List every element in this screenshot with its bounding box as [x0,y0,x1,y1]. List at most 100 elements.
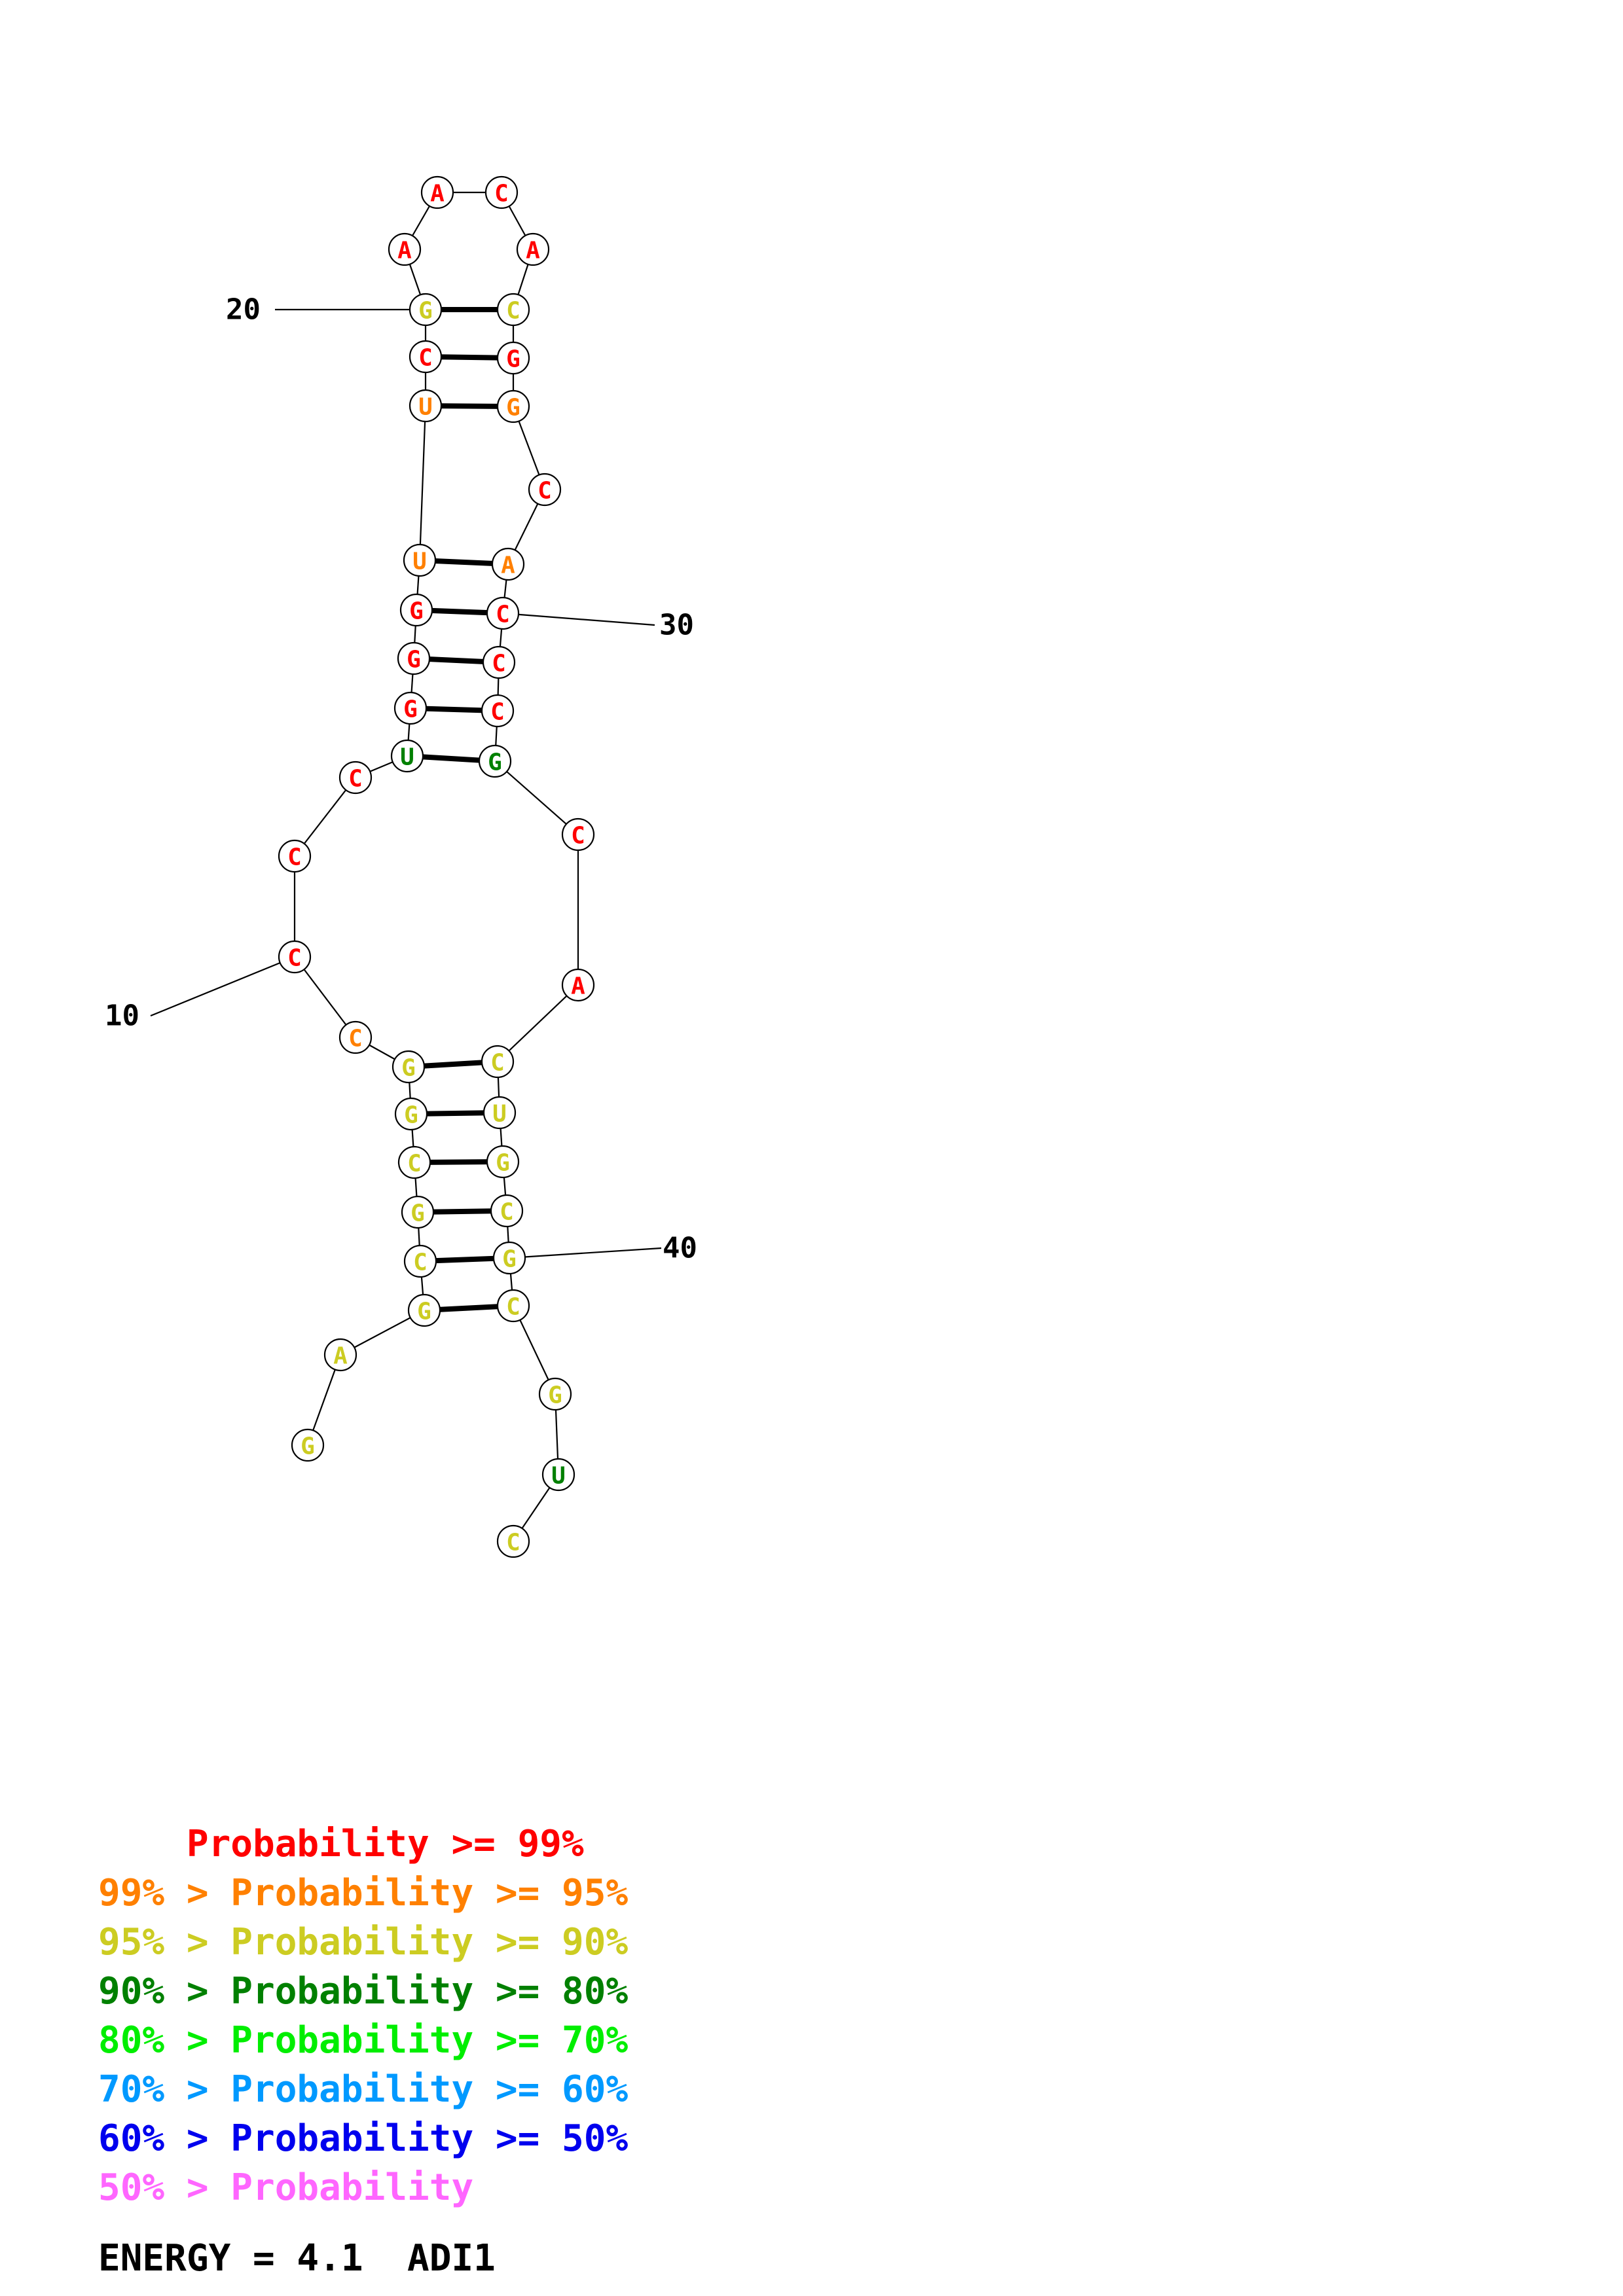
nucleotide-circle [496,389,530,423]
legend-entry: 60% > Probability >= 50% [98,2117,629,2160]
nucleotide: A [388,232,422,266]
nucleotide: C [481,694,515,728]
nucleotide: C [496,1524,530,1558]
backbone-segment [497,984,579,1062]
nucleotide-letter: G [417,1299,431,1325]
backbone-segment [494,761,579,835]
nucleotide: G [397,641,431,675]
nucleotide-letter: C [538,478,552,505]
nucleotide-letter: C [506,1530,520,1556]
nucleotide-letter: G [401,1055,416,1082]
nucleotide-letter: G [506,395,520,422]
nucleotide: C [397,1145,431,1179]
nucleotide-letter: C [571,823,585,850]
legend-entry: Probability >= 99% [98,1823,584,1865]
nucleotide-letter: G [301,1433,315,1460]
nucleotide-letter: C [506,298,520,325]
nucleotide-letter: C [492,651,506,677]
nucleotide-letter: C [348,1026,363,1052]
backbone-segment [418,405,427,561]
legend-entry: 90% > Probability >= 80% [98,1970,629,2013]
nucleotide-letter: G [410,1200,425,1227]
nucleotide: U [403,543,437,577]
nucleotide-circle [486,1145,520,1179]
nucleotide: G [401,1195,435,1229]
nucleotide-circle [403,543,437,577]
nucleotide: U [541,1458,575,1492]
nucleotide-letter: C [407,1151,422,1177]
nucleotide: C [403,1244,437,1278]
nucleotide-circle [482,645,516,679]
nucleotide-letter: C [500,1199,514,1226]
nucleotide: U [483,1096,517,1130]
nucleotide: G [496,389,530,423]
nucleotide-circle [561,817,595,852]
position-label: 40 [663,1232,697,1265]
nucleotide-circle [516,232,550,266]
nucleotide-circle [483,1096,517,1130]
nucleotide: G [407,1293,441,1327]
nucleotide: G [291,1428,325,1462]
nucleotide: C [496,293,530,327]
nucleotide: C [278,839,312,873]
probability-legend: Probability >= 99% 99% > Probability >= 9… [98,1820,628,2212]
nucleotide: G [394,1097,428,1131]
nucleotide-letter: U [400,744,414,771]
nucleotide: A [323,1338,357,1372]
nucleotide-circle [278,940,312,974]
nucleotide: C [338,1020,373,1054]
nucleotide-circle [491,547,525,581]
nucleotide-circle [407,1293,441,1327]
nucleotide-circle [490,1194,524,1228]
nucleotide: A [491,547,525,581]
nucleotide-circle [528,473,562,507]
nucleotide-circle [496,341,530,375]
nucleotide: G [478,744,512,778]
position-label-layer: 10 20 30 40 [105,293,697,1265]
nucleotide: C [561,817,595,852]
nucleotide-letter: C [490,1050,505,1077]
legend-entry: 95% > Probability >= 90% [98,1921,629,1964]
nucleotide-circle [561,968,595,1002]
nucleotide-letter: A [526,238,540,264]
nucleotide-circle [492,1241,526,1275]
nucleotide-circle [409,340,443,374]
nucleotide-circle [403,1244,437,1278]
nucleotide-circle [481,694,515,728]
nucleotide-circle [538,1377,572,1411]
nucleotide-letter: G [404,1102,418,1129]
nucleotide-letter: G [403,696,418,723]
nucleotide: C [481,1045,515,1079]
nucleotide-letter: C [348,766,363,793]
nucleotide-letter: A [571,973,585,1000]
nucleotide-circle [496,1524,530,1558]
nucleotide: G [392,1050,426,1084]
position-tick [150,956,295,1017]
nucleotide-letter: C [496,601,510,628]
nucleotide-letter: U [412,548,427,575]
nucleotide-letter: C [287,844,302,871]
legend-entry: 99% > Probability >= 95% [98,1872,629,1914]
position-label: 20 [226,293,261,327]
nucleotide-circle [390,739,424,773]
legend-entry: 50% > Probability [98,2166,474,2209]
nucleotide: G [486,1145,520,1179]
nucleotide: G [538,1377,572,1411]
nucleotide-letter: U [418,394,433,421]
nucleotide-circle [409,389,443,423]
legend-entry: 80% > Probability >= 70% [98,2019,629,2062]
nucleotide-circle [338,1020,373,1054]
nucleotide: U [390,739,424,773]
backbone-segment [294,956,356,1038]
nucleotide-letter: G [488,749,502,776]
nucleotide-circle [397,641,431,675]
nucleotide: C [338,761,373,795]
nucleotide-circle [291,1428,325,1462]
position-label: 30 [659,609,694,642]
nucleotide-circle [401,1195,435,1229]
nucleotide-letter: C [506,1294,520,1321]
nucleotide-circle [478,744,512,778]
position-tick [509,1247,662,1259]
nucleotide-circle [397,1145,431,1179]
nucleotide: A [516,232,550,266]
